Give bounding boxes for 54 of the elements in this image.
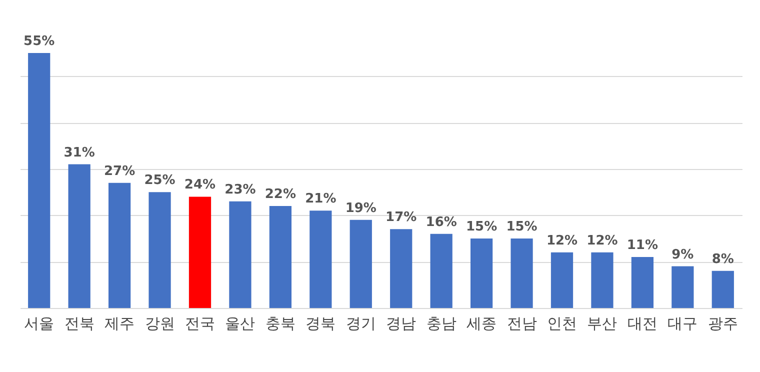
x-tick-label: 강원 xyxy=(144,314,175,332)
x-tick-label: 충북 xyxy=(265,314,296,332)
data-label: 24% xyxy=(184,178,216,193)
x-tick-label: 전남 xyxy=(506,314,537,332)
bar xyxy=(188,196,212,308)
x-tick-label: 대구 xyxy=(668,314,698,332)
data-label: 55% xyxy=(24,34,55,49)
bar xyxy=(68,164,90,308)
data-label: 31% xyxy=(64,145,95,160)
bar xyxy=(672,266,694,308)
data-label: 12% xyxy=(546,233,578,248)
x-tick-label: 충남 xyxy=(426,314,456,332)
bar xyxy=(591,252,614,308)
x-tick-label: 전북 xyxy=(64,314,94,332)
x-tick-label: 세종 xyxy=(466,314,497,332)
data-label: 16% xyxy=(426,214,457,230)
bar xyxy=(229,201,252,308)
data-label: 19% xyxy=(345,200,376,216)
bar xyxy=(390,229,412,308)
x-tick-label: 울산 xyxy=(225,314,256,332)
x-tick-label: 경기 xyxy=(346,314,376,332)
data-label: 22% xyxy=(264,187,296,202)
x-tick-label: 경북 xyxy=(306,314,336,332)
x-tick-label: 제주 xyxy=(104,314,135,332)
data-label: 15% xyxy=(466,219,498,234)
bar xyxy=(310,210,332,308)
x-tick-label: 경남 xyxy=(386,314,416,332)
bar xyxy=(269,206,292,308)
x-tick-label: 부산 xyxy=(587,314,618,332)
data-label: 9% xyxy=(672,247,694,262)
bar xyxy=(108,182,131,308)
data-label: 21% xyxy=(305,192,336,207)
data-label: 25% xyxy=(144,173,176,188)
data-label: 8% xyxy=(712,252,734,267)
bar xyxy=(550,252,574,308)
data-label: 27% xyxy=(104,164,136,179)
bar xyxy=(28,53,50,308)
x-tick-label: 대전 xyxy=(627,314,658,332)
x-tick-label: 광주 xyxy=(708,314,738,332)
data-label: 15% xyxy=(506,219,538,234)
data-label: 23% xyxy=(224,182,256,198)
bar xyxy=(430,234,452,308)
x-tick-label: 서울 xyxy=(24,314,54,332)
bar xyxy=(350,220,372,308)
data-label: 17% xyxy=(386,210,417,226)
x-tick-label: 전국 xyxy=(184,314,215,332)
bar xyxy=(631,257,654,308)
data-label: 12% xyxy=(586,233,618,248)
bar xyxy=(470,238,493,308)
x-tick-label: 인천 xyxy=(547,314,578,332)
bar xyxy=(148,192,171,308)
data-label: 11% xyxy=(626,238,658,253)
bar xyxy=(712,270,734,308)
bar xyxy=(510,238,533,308)
